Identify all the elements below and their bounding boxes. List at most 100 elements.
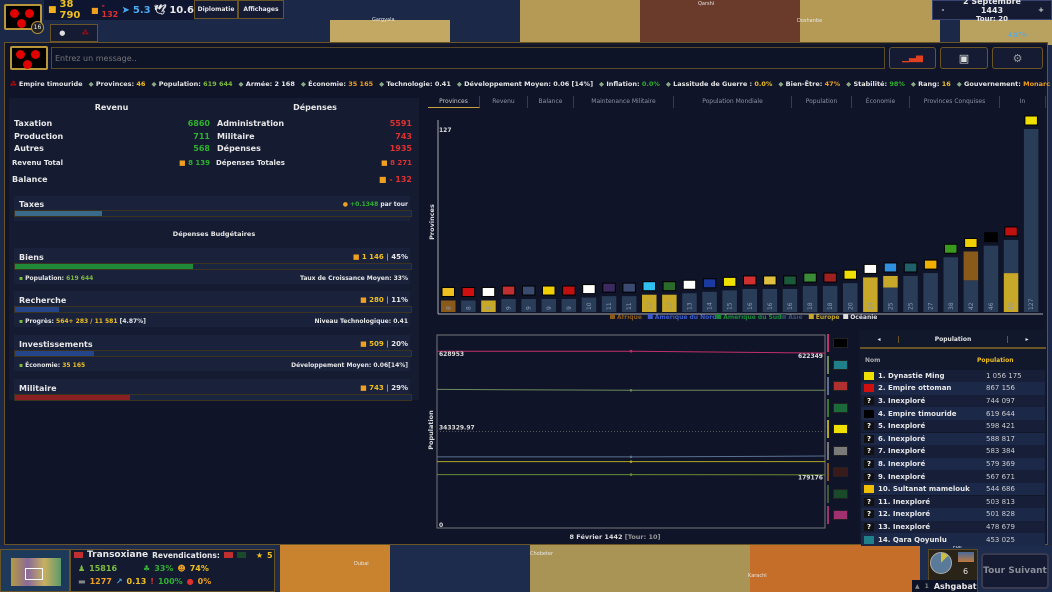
bar-segment-Asie[interactable] [883, 287, 898, 312]
next-turn-button[interactable]: Tour Suivant [981, 553, 1049, 589]
series-point[interactable] [629, 388, 633, 392]
bar-segment-Asie[interactable] [601, 296, 617, 312]
bar-segment-Europe[interactable] [863, 277, 878, 312]
tab-affichages[interactable]: Affichages [238, 0, 284, 19]
series-flag-toggle[interactable] [833, 488, 848, 499]
bar-flag-icon[interactable] [763, 275, 777, 286]
bar-segment-Asie[interactable] [682, 293, 697, 312]
bar-flag-icon[interactable] [964, 237, 978, 248]
series-flag-toggle[interactable] [833, 359, 848, 370]
tab-5[interactable]: Population [792, 96, 852, 108]
mini-tab[interactable]: ● ⁂ [50, 24, 98, 42]
taxes-slider[interactable] [14, 210, 412, 217]
stat-item[interactable]: ◆ Développement Moyen: 0.06 [14%] [457, 80, 593, 88]
bar-segment-Asie[interactable] [581, 297, 597, 312]
stat-item[interactable]: ◆ Armée: 2 168 [239, 80, 295, 88]
bar-flag-icon[interactable] [682, 279, 697, 290]
tab-2[interactable]: Balance [528, 96, 574, 108]
bar-flag-icon[interactable] [803, 272, 817, 283]
series-flag-toggle[interactable] [833, 402, 848, 413]
bar-flag-icon[interactable] [783, 275, 797, 286]
bar-segment-Asie[interactable] [903, 275, 918, 312]
stat-item[interactable]: ◆ Économie: 35 165 [301, 80, 373, 88]
bar-flag-icon[interactable] [461, 286, 476, 297]
bar-flag-icon[interactable] [642, 281, 656, 292]
claim-flag-icon[interactable] [223, 552, 233, 558]
stat-item[interactable]: ◆ Stabilité: 98% [846, 80, 905, 88]
bar-flag-icon[interactable] [441, 286, 455, 297]
ranking-row[interactable]: ? 3. Inexploré 744 097 [861, 394, 1045, 408]
stat-item[interactable]: ◆ Rang: 16 [911, 80, 951, 88]
city-name[interactable]: Ashgabat [933, 581, 977, 591]
series-flag-toggle[interactable] [833, 338, 848, 348]
bar-segment-Asie[interactable] [762, 288, 778, 312]
bar-segment-Asie[interactable] [843, 283, 858, 312]
stat-item[interactable]: ◆ Bien-Être: 47% [778, 80, 840, 88]
ranking-row[interactable]: 1. Dynastie Ming 1 056 175 [861, 369, 1045, 382]
bar-segment-Asie[interactable] [521, 299, 536, 312]
tab-3[interactable]: Maintenance Militaire [574, 96, 674, 108]
chat-input[interactable] [51, 47, 885, 69]
bar-segment-Asie[interactable] [461, 300, 476, 312]
budget-slider[interactable] [14, 306, 412, 313]
ranking-prev-button[interactable]: ◂ [877, 335, 881, 343]
bar-flag-icon[interactable] [501, 285, 516, 296]
bar-segment-Asie[interactable] [822, 286, 838, 312]
bar-segment-Afrique[interactable] [963, 251, 979, 281]
stat-item[interactable]: ◆ Population: 619 644 [151, 80, 232, 88]
series-point[interactable] [629, 349, 633, 353]
bar-segment-Asie[interactable] [802, 286, 818, 312]
tab-6[interactable]: Économie [852, 96, 910, 108]
settings-button[interactable]: ⚙ [992, 47, 1043, 69]
ranking-row[interactable]: ? 9. Inexploré 567 671 [861, 470, 1045, 483]
bar-segment-Europe[interactable] [662, 294, 677, 312]
tab-1[interactable]: Revenu [480, 96, 528, 108]
bar-segment-Europe[interactable] [642, 294, 657, 312]
bar-segment-Asie[interactable] [722, 290, 737, 312]
bar-segment-Asie[interactable] [541, 299, 557, 312]
tab-8[interactable]: In [1000, 96, 1046, 108]
ranking-row[interactable]: ? 12. Inexploré 501 828 [861, 508, 1045, 521]
stat-item[interactable]: ⁂ Empire timouride [10, 80, 83, 88]
col-population[interactable]: Population [977, 357, 1014, 364]
bar-segment-Asie[interactable] [621, 296, 637, 312]
bar-segment-Afrique[interactable] [441, 300, 456, 312]
stat-item[interactable]: ◆ Inflation: 0.0% [599, 80, 660, 88]
bar-flag-icon[interactable] [542, 285, 556, 296]
bar-flag-icon[interactable] [481, 286, 496, 297]
series-flag-toggle[interactable] [833, 381, 848, 391]
tab-diplomatie[interactable]: Diplomatie [194, 0, 238, 19]
bar-segment-Asie[interactable] [923, 273, 938, 312]
series-point[interactable] [629, 473, 633, 476]
ranking-row[interactable]: ? 6. Inexploré 588 817 [861, 432, 1045, 445]
bar-flag-icon[interactable] [863, 263, 878, 274]
series-point[interactable] [629, 455, 633, 459]
tab-0[interactable]: Provinces [428, 96, 480, 108]
bar-segment-Europe[interactable] [481, 300, 496, 312]
bar-segment-Europe[interactable] [1003, 273, 1019, 312]
bar-segment-Asie[interactable] [702, 291, 717, 312]
minimap[interactable] [0, 549, 70, 592]
budget-slider[interactable] [14, 350, 412, 357]
bar-segment-Asie[interactable] [1023, 129, 1039, 312]
bar-flag-icon[interactable] [984, 232, 998, 243]
bar-flag-icon[interactable] [883, 262, 898, 273]
ranking-row[interactable]: 2. Empire ottoman 867 156 [861, 382, 1045, 395]
budget-slider[interactable] [14, 394, 412, 401]
bar-flag-icon[interactable] [722, 276, 737, 287]
series-flag-toggle[interactable] [833, 467, 848, 477]
series-point[interactable] [629, 460, 633, 463]
bar-segment-Asie[interactable] [742, 288, 758, 312]
tab-7[interactable]: Provinces Conquises [910, 96, 1000, 108]
ranking-row[interactable]: 10. Sultanat mamelouk 544 686 [861, 482, 1045, 496]
series-flag-toggle[interactable] [833, 424, 848, 434]
ranking-row[interactable]: ? 5. Inexploré 598 421 [861, 419, 1045, 433]
bar-segment-Asie[interactable] [963, 280, 979, 312]
budget-slider[interactable] [14, 263, 412, 270]
bar-flag-icon[interactable] [602, 282, 616, 293]
bar-segment-Asie[interactable] [1003, 239, 1019, 274]
date-plus-button[interactable]: + [1038, 6, 1044, 14]
claim-flag-icon[interactable] [236, 552, 246, 558]
col-name[interactable]: Nom [865, 357, 881, 364]
bar-flag-icon[interactable] [923, 259, 938, 270]
